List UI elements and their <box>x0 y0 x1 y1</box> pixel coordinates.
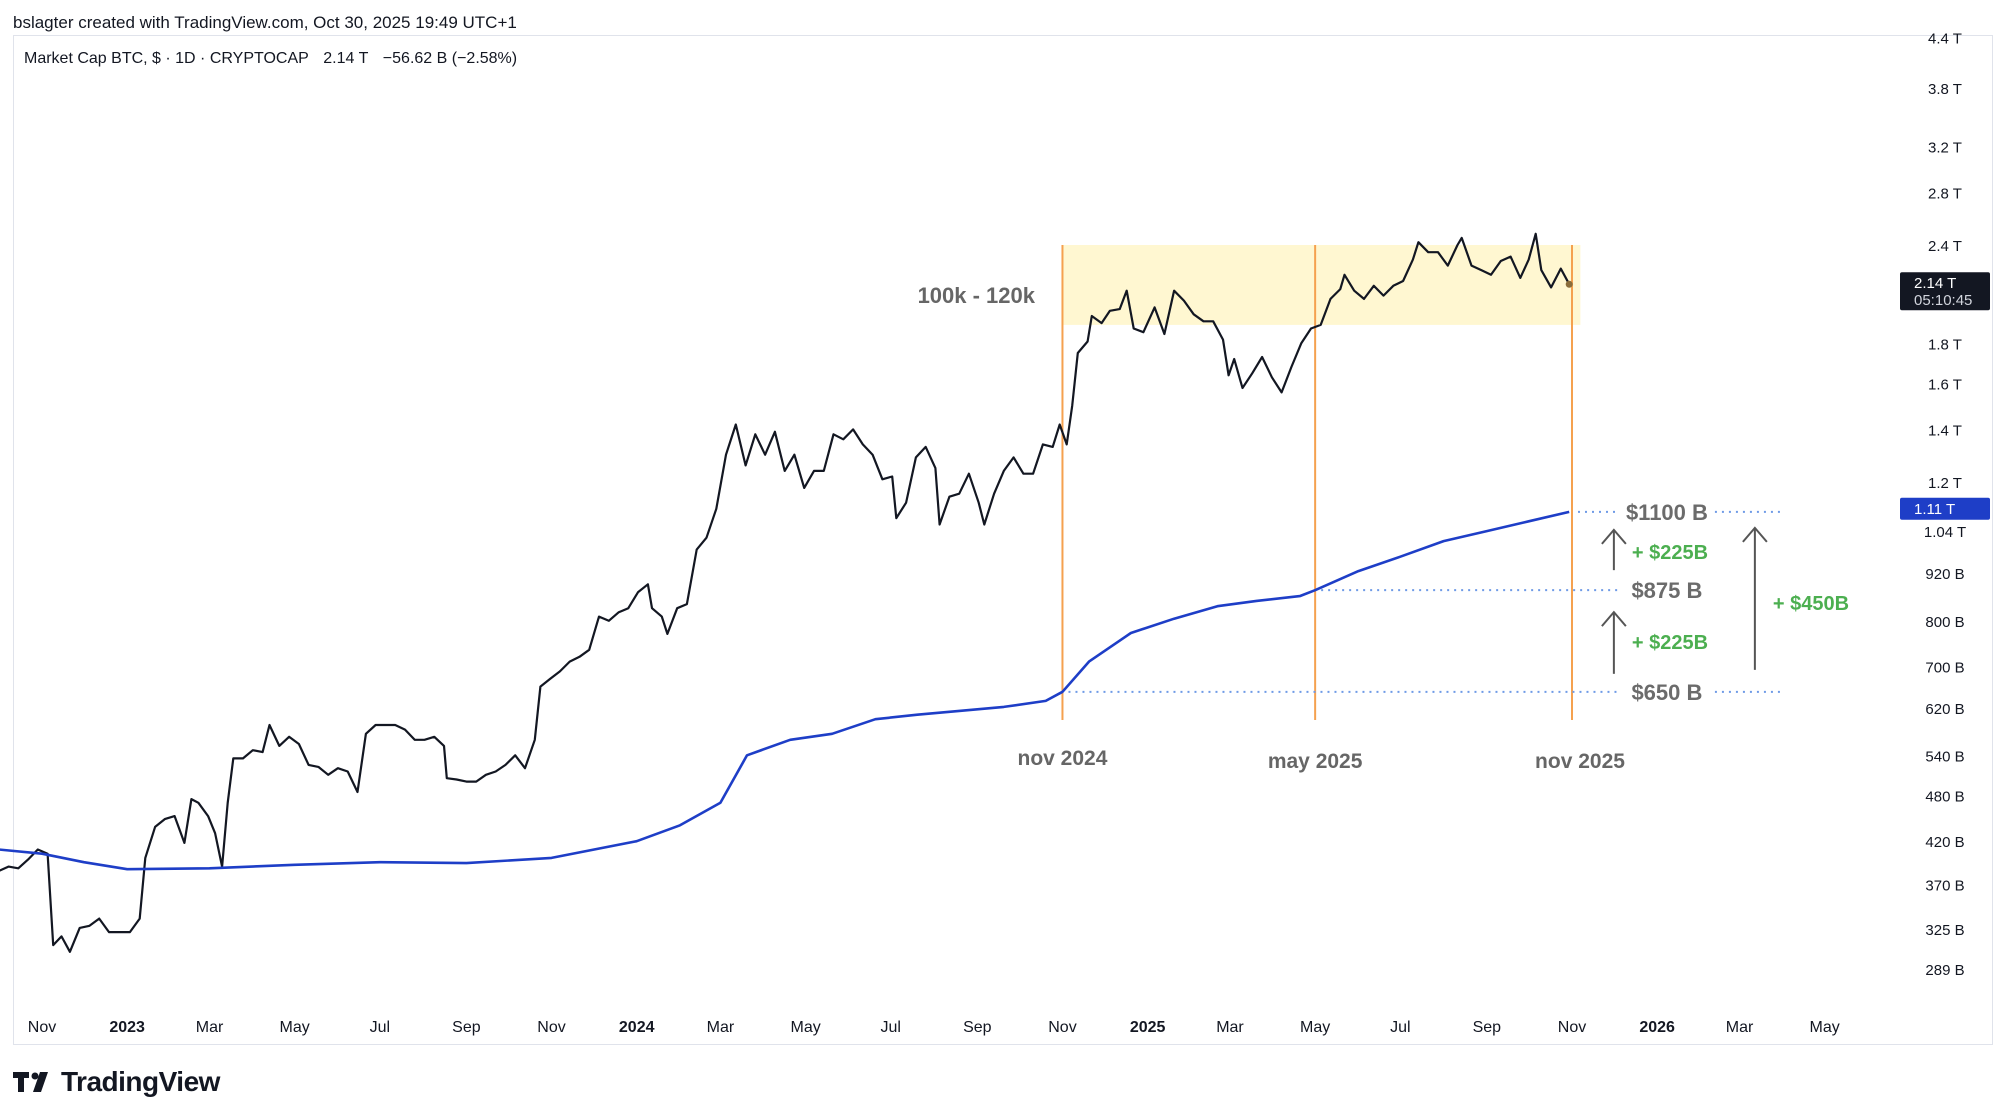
price-series-line[interactable] <box>0 232 1571 953</box>
gain-arrow-total-head <box>1742 526 1768 543</box>
y-tick-label: 1.2 T <box>1928 475 1962 492</box>
x-tick-label: Mar <box>1726 1019 1754 1036</box>
gain-arrow-lower-head <box>1601 610 1627 627</box>
logo-text: TradingView <box>61 1066 220 1097</box>
y-tick-label: 289 B <box>1925 962 1964 979</box>
gain-label-upper: + $225B <box>1632 542 1708 564</box>
x-tick-label: Mar <box>707 1019 735 1036</box>
x-tick-label: Mar <box>196 1019 224 1036</box>
y-tick-label: 800 B <box>1925 614 1964 631</box>
last-price-dot <box>1565 280 1573 288</box>
y-tick-label: 3.8 T <box>1928 81 1962 98</box>
x-tick-label: May <box>1810 1019 1840 1036</box>
last-value-text: 1.11 T <box>1914 501 1955 518</box>
x-tick-label: 2025 <box>1130 1019 1166 1036</box>
symbol-name[interactable]: Market Cap BTC, $ · 1D · CRYPTOCAP <box>24 50 309 67</box>
x-tick-label: Nov <box>1558 1019 1586 1036</box>
gain-arrow-upper-head <box>1601 528 1627 545</box>
x-tick-label: Mar <box>1216 1019 1244 1036</box>
y-tick-label: 325 B <box>1925 922 1964 939</box>
y-tick-label: 1.4 T <box>1928 422 1962 439</box>
tradingview-logo-icon <box>13 1072 48 1092</box>
last-value-badge <box>1900 272 1990 311</box>
level-label: $1100 B <box>1626 500 1708 525</box>
x-tick-label: Jul <box>881 1019 901 1036</box>
countdown-text: 05:10:45 <box>1914 292 1972 309</box>
y-tick-label: 1.04 T <box>1924 524 1966 541</box>
y-tick-label: 420 B <box>1925 834 1964 851</box>
marker-label: nov 2025 <box>1535 750 1625 773</box>
x-tick-label: Nov <box>28 1019 56 1036</box>
x-tick-label: May <box>1300 1019 1330 1036</box>
chart-credit: bslagter created with TradingView.com, O… <box>13 13 517 32</box>
x-tick-label: 2026 <box>1639 1019 1675 1036</box>
y-tick-label: 4.4 T <box>1928 31 1962 48</box>
gain-label-total: + $450B <box>1773 593 1849 615</box>
x-tick-label: Sep <box>1473 1019 1502 1036</box>
x-tick-label: Jul <box>370 1019 390 1036</box>
y-tick-label: 1.6 T <box>1928 377 1962 394</box>
level-label: $875 B <box>1631 578 1702 603</box>
price-band <box>1062 245 1581 325</box>
x-tick-label: May <box>790 1019 820 1036</box>
tradingview-logo[interactable]: TradingView <box>13 1066 220 1098</box>
symbol-legend[interactable]: Market Cap BTC, $ · 1D · CRYPTOCAP 2.14 … <box>24 50 527 68</box>
y-tick-label: 370 B <box>1925 878 1964 895</box>
y-tick-label: 1.8 T <box>1928 336 1962 353</box>
last-value: 2.14 T <box>323 50 369 67</box>
y-tick-label: 3.2 T <box>1928 140 1962 157</box>
change-value: −56.62 B (−2.58%) <box>382 50 518 67</box>
y-tick-label: 2.8 T <box>1928 185 1962 202</box>
x-tick-label: Sep <box>452 1019 481 1036</box>
x-tick-label: Nov <box>1048 1019 1076 1036</box>
last-value-text: 2.14 T <box>1914 275 1956 292</box>
chart-frame <box>13 35 1993 1045</box>
y-tick-label: 2.4 T <box>1928 238 1962 255</box>
last-value-badge <box>1900 497 1990 520</box>
gain-label-lower: + $225B <box>1632 632 1708 654</box>
average-series-line[interactable] <box>0 510 1570 871</box>
x-tick-label: Nov <box>537 1019 565 1036</box>
x-tick-label: May <box>280 1019 310 1036</box>
x-tick-label: Jul <box>1390 1019 1410 1036</box>
y-tick-label: 920 B <box>1925 566 1964 583</box>
x-tick-label: 2024 <box>619 1019 655 1036</box>
x-tick-label: 2023 <box>109 1019 145 1036</box>
marker-label: nov 2024 <box>1018 747 1108 770</box>
y-tick-label: 620 B <box>1925 701 1964 718</box>
y-tick-label: 480 B <box>1925 789 1964 806</box>
x-tick-label: Sep <box>963 1019 992 1036</box>
level-label: $650 B <box>1631 680 1702 705</box>
y-tick-label: 700 B <box>1925 659 1964 676</box>
band-label: 100k - 120k <box>918 283 1036 308</box>
marker-label: may 2025 <box>1268 750 1363 773</box>
y-tick-label: 540 B <box>1925 748 1964 765</box>
